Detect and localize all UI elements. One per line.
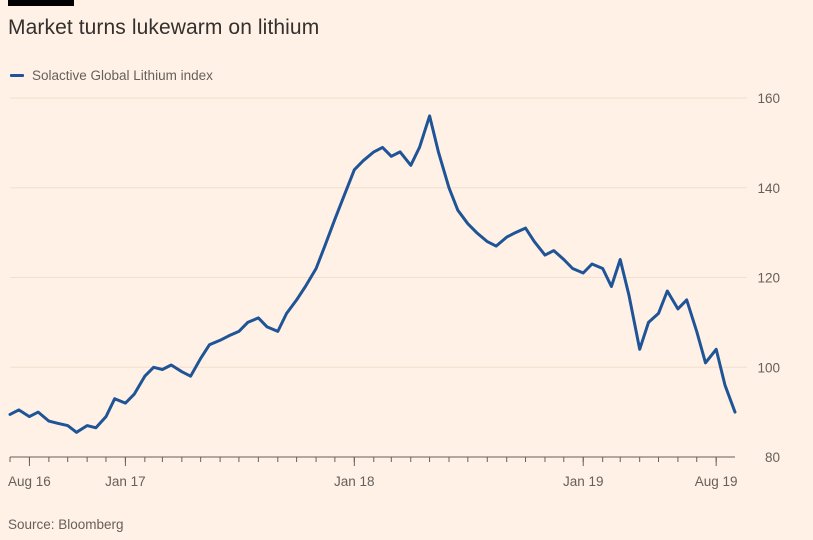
x-tick-labels: Aug 16 Jan 17 Jan 18 Jan 19 Aug 19	[8, 474, 738, 489]
legend: Solactive Global Lithium index	[10, 68, 213, 83]
y-tick-label: 140	[757, 181, 780, 196]
x-tick-label: Jan 19	[563, 474, 604, 489]
y-tick-label: 120	[757, 271, 780, 286]
y-tick-label: 80	[765, 450, 780, 465]
x-tick-label: Aug 19	[695, 474, 738, 489]
series-layer	[8, 114, 737, 434]
top-rule	[8, 0, 74, 6]
x-tick-label: Aug 16	[8, 474, 51, 489]
y-tick-label: 100	[757, 360, 780, 375]
x-tick-label: Jan 17	[105, 474, 146, 489]
legend-label: Solactive Global Lithium index	[32, 68, 213, 83]
x-tick-label: Jan 18	[334, 474, 375, 489]
y-axis: 160 140 120 100 80	[757, 91, 780, 465]
y-tick-label: 160	[757, 91, 780, 106]
series-line	[8, 114, 737, 434]
chart-title: Market turns lukewarm on lithium	[8, 16, 320, 39]
legend-swatch	[10, 74, 24, 77]
x-axis	[9, 456, 735, 466]
grid-layer	[10, 97, 747, 368]
source-note: Source: Bloomberg	[8, 517, 124, 532]
